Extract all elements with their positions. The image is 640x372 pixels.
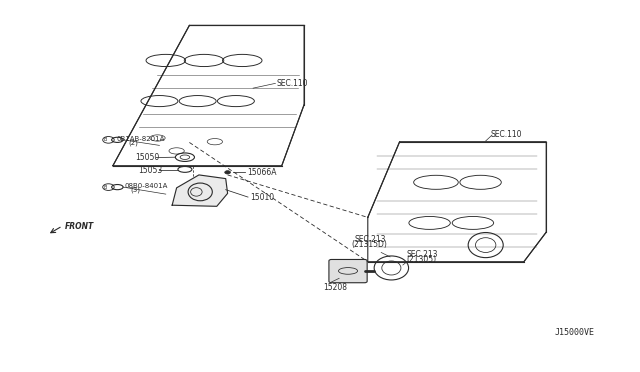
- Text: SEC.110: SEC.110: [276, 79, 308, 88]
- Text: 0B1AB-8201A: 0B1AB-8201A: [116, 136, 164, 142]
- Text: 08B0-8401A: 08B0-8401A: [124, 183, 168, 189]
- Text: J15000VE: J15000VE: [554, 328, 595, 337]
- Text: 15208: 15208: [323, 283, 347, 292]
- Text: (2): (2): [129, 140, 139, 146]
- Ellipse shape: [225, 171, 230, 174]
- Text: 15050: 15050: [135, 153, 159, 162]
- Text: SEC.213: SEC.213: [406, 250, 438, 259]
- Text: B: B: [104, 137, 107, 142]
- Text: 15066A: 15066A: [246, 168, 276, 177]
- Text: B: B: [104, 185, 107, 190]
- Text: FRONT: FRONT: [65, 222, 94, 231]
- Text: SEC.213: SEC.213: [355, 235, 386, 244]
- Text: (21315D): (21315D): [351, 240, 387, 249]
- Text: SEC.110: SEC.110: [491, 130, 522, 139]
- FancyBboxPatch shape: [329, 260, 367, 283]
- Polygon shape: [172, 175, 228, 206]
- Text: 15010: 15010: [250, 193, 274, 202]
- Text: (3): (3): [131, 187, 141, 193]
- Text: (21305): (21305): [406, 254, 436, 263]
- Text: 15053: 15053: [138, 166, 163, 174]
